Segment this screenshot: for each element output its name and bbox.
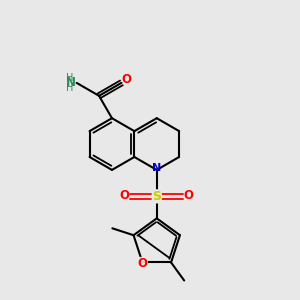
Text: H: H xyxy=(66,73,74,82)
Text: N: N xyxy=(66,76,76,89)
Text: O: O xyxy=(122,74,132,86)
Text: O: O xyxy=(184,189,194,202)
Text: O: O xyxy=(120,189,130,202)
Text: H: H xyxy=(66,83,74,93)
Text: O: O xyxy=(137,257,147,270)
Text: N: N xyxy=(152,163,161,173)
Text: S: S xyxy=(152,190,161,203)
